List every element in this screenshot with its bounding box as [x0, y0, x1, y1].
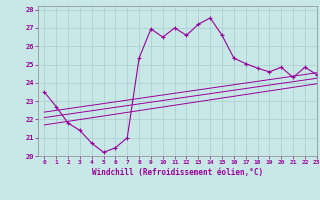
X-axis label: Windchill (Refroidissement éolien,°C): Windchill (Refroidissement éolien,°C) [92, 168, 263, 177]
